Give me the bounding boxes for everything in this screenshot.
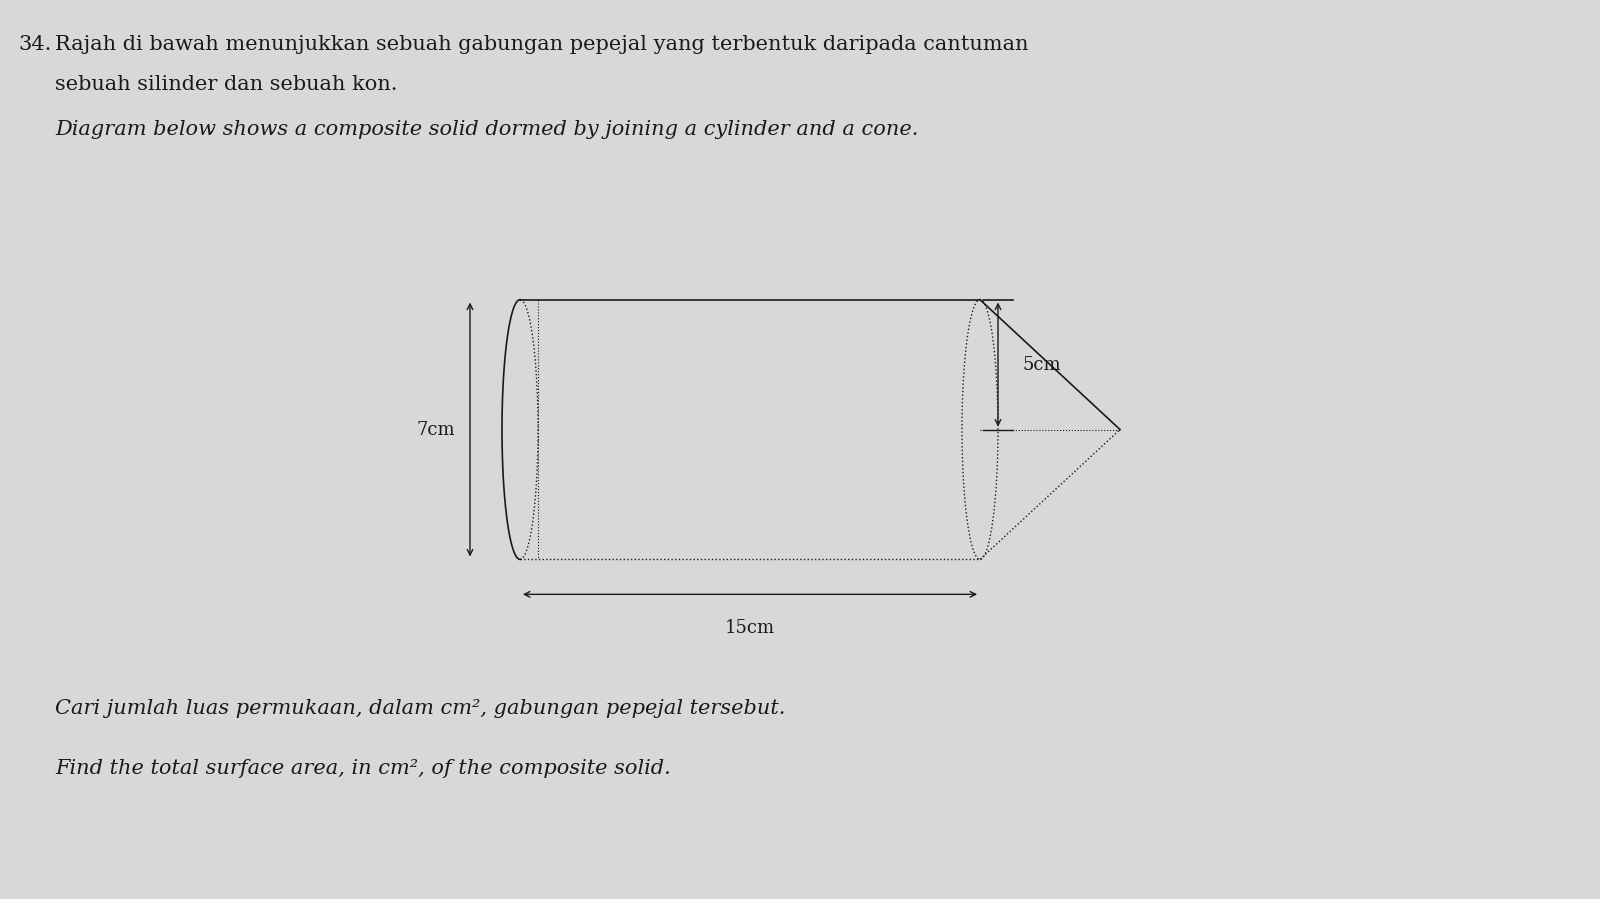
Text: Diagram below shows a composite solid dormed by joining a cylinder and a cone.: Diagram below shows a composite solid do… (54, 120, 918, 138)
Text: 34.: 34. (18, 35, 51, 54)
Text: 15cm: 15cm (725, 619, 774, 637)
Text: sebuah silinder dan sebuah kon.: sebuah silinder dan sebuah kon. (54, 75, 397, 93)
Text: Find the total surface area, in cm², of the composite solid.: Find the total surface area, in cm², of … (54, 759, 670, 779)
Text: Cari jumlah luas permukaan, dalam cm², gabungan pepejal tersebut.: Cari jumlah luas permukaan, dalam cm², g… (54, 699, 786, 718)
Text: Rajah di bawah menunjukkan sebuah gabungan pepejal yang terbentuk daripada cantu: Rajah di bawah menunjukkan sebuah gabung… (54, 35, 1029, 54)
Text: 5cm: 5cm (1022, 356, 1062, 374)
Text: 7cm: 7cm (416, 421, 454, 439)
